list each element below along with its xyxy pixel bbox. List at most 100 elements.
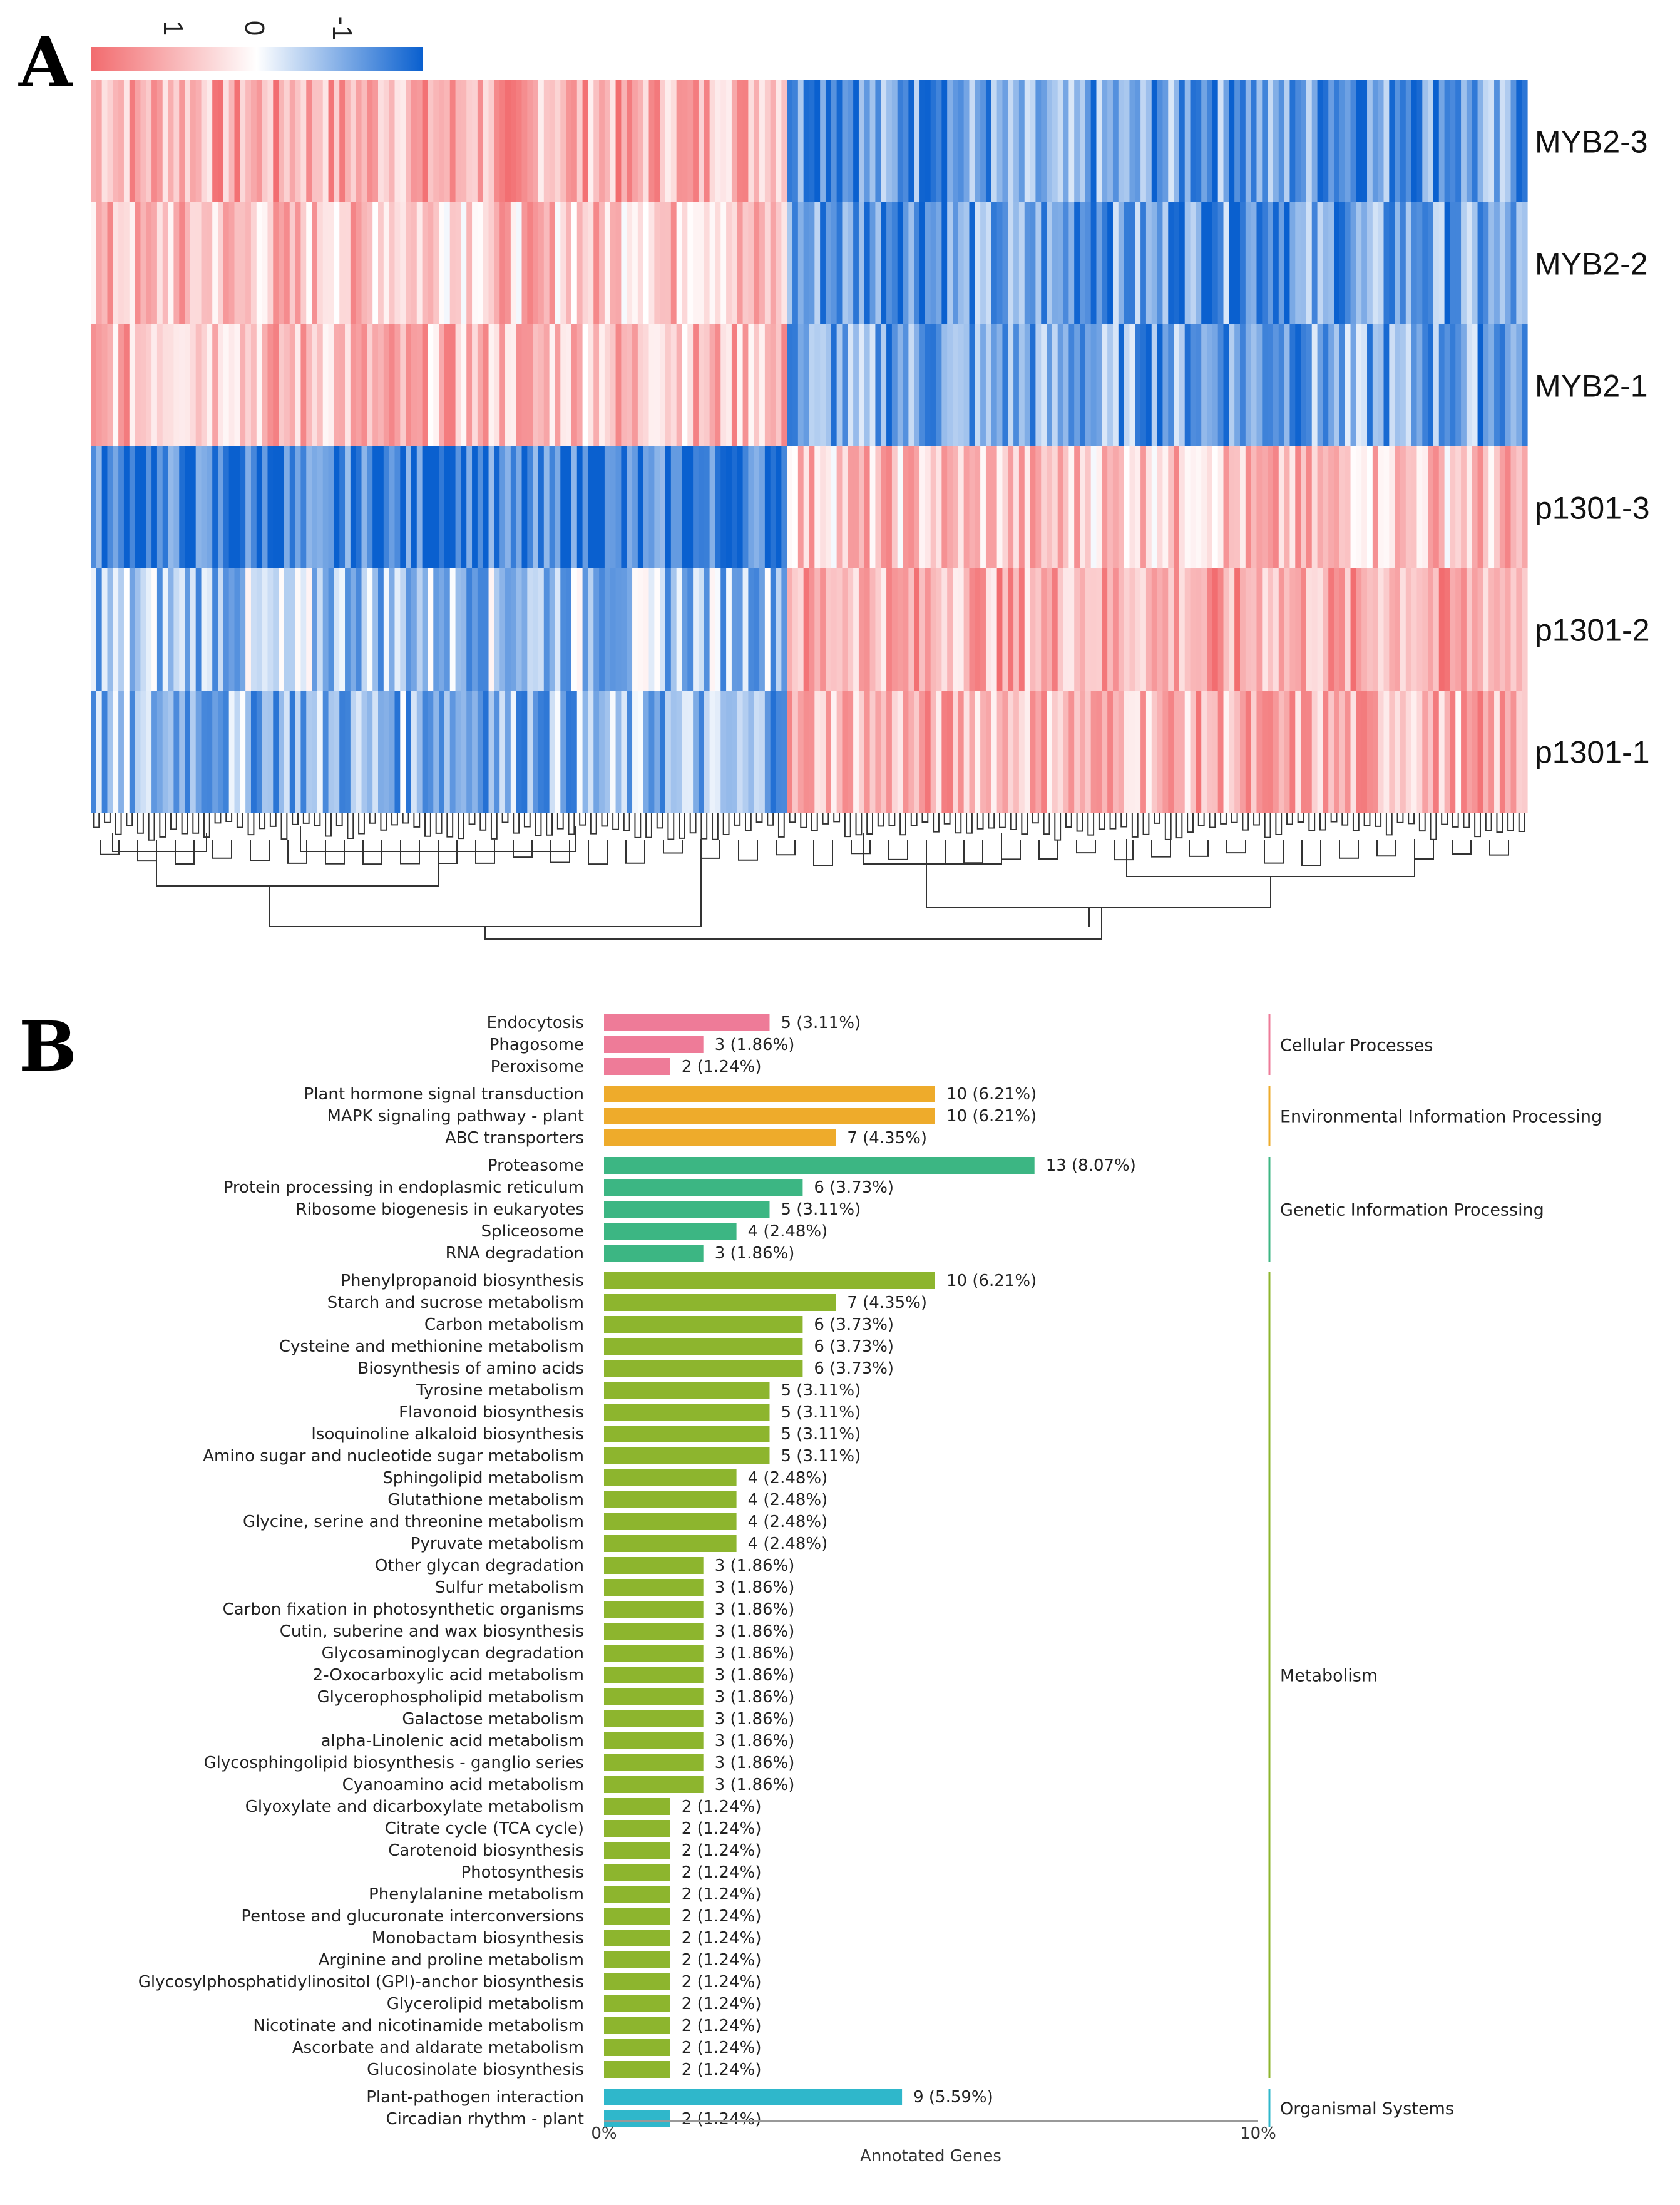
heatmap-cell bbox=[1152, 568, 1157, 691]
heatmap-cell bbox=[1367, 691, 1373, 813]
dendrogram-branch bbox=[1264, 840, 1283, 863]
heatmap-cell bbox=[870, 324, 876, 446]
heatmap-cell bbox=[1356, 691, 1361, 813]
heatmap-cell bbox=[621, 202, 627, 324]
bar-value-label: 9 (5.59%) bbox=[913, 2088, 993, 2107]
heatmap-cell bbox=[190, 568, 196, 691]
dendrogram-branch bbox=[1276, 813, 1281, 835]
bar-value-label: 7 (4.35%) bbox=[847, 1129, 927, 1148]
dendrogram-branch bbox=[945, 813, 950, 824]
heatmap-cell bbox=[273, 202, 279, 324]
heatmap-cell bbox=[1339, 446, 1345, 568]
heatmap-cell bbox=[1196, 80, 1201, 202]
heatmap-cell bbox=[516, 446, 522, 568]
heatmap-cell bbox=[1295, 691, 1301, 813]
heatmap-cell bbox=[284, 80, 290, 202]
heatmap-cell bbox=[113, 324, 118, 446]
dendrogram-branch bbox=[1365, 813, 1370, 826]
heatmap-cell bbox=[157, 80, 163, 202]
heatmap-cell bbox=[1174, 202, 1179, 324]
bar-category-label: Arginine and proline metabolism bbox=[319, 1951, 584, 1970]
heatmap-cell bbox=[1351, 202, 1356, 324]
heatmap-cell bbox=[107, 202, 113, 324]
heatmap-cell bbox=[1085, 568, 1091, 691]
bar-row: Pyruvate metabolism 4 (2.48%) bbox=[411, 1534, 828, 1553]
heatmap-cell bbox=[345, 568, 351, 691]
heatmap-row-label: p1301-3 bbox=[1535, 491, 1650, 526]
heatmap-cell bbox=[317, 691, 323, 813]
heatmap-cell bbox=[1191, 446, 1196, 568]
heatmap-cell bbox=[1450, 324, 1455, 446]
heatmap-cell bbox=[1500, 202, 1505, 324]
heatmap-cell bbox=[356, 446, 362, 568]
heatmap-cell bbox=[483, 324, 489, 446]
heatmap-cell bbox=[102, 80, 108, 202]
heatmap-cell bbox=[300, 691, 306, 813]
heatmap-cell bbox=[472, 446, 478, 568]
heatmap-cell bbox=[323, 568, 329, 691]
heatmap-cell bbox=[157, 202, 163, 324]
heatmap-cell bbox=[411, 446, 417, 568]
heatmap-cell bbox=[267, 568, 273, 691]
heatmap-cell bbox=[1289, 446, 1295, 568]
heatmap-cell bbox=[527, 80, 533, 202]
heatmap-cell bbox=[367, 691, 372, 813]
heatmap-cell bbox=[372, 446, 378, 568]
heatmap-cell bbox=[964, 691, 970, 813]
heatmap-cell bbox=[378, 324, 384, 446]
heatmap-cell bbox=[743, 568, 749, 691]
heatmap-cell bbox=[853, 202, 859, 324]
heatmap-cell bbox=[218, 202, 223, 324]
heatmap-cell bbox=[1295, 80, 1301, 202]
dendrogram-branch bbox=[776, 840, 795, 855]
heatmap-cell bbox=[886, 202, 892, 324]
heatmap-cell bbox=[898, 691, 903, 813]
heatmap-cell bbox=[583, 691, 588, 813]
heatmap-cell bbox=[1168, 80, 1174, 202]
heatmap-cell bbox=[235, 691, 240, 813]
dendrogram-branch bbox=[1408, 813, 1414, 823]
dendrogram-branch bbox=[1114, 840, 1133, 860]
heatmap-cell bbox=[1002, 202, 1008, 324]
heatmap-cell bbox=[1445, 691, 1450, 813]
heatmap-cell bbox=[1306, 691, 1312, 813]
heatmap-cell bbox=[1422, 324, 1428, 446]
heatmap-cell bbox=[1262, 80, 1268, 202]
bar-value-label: 3 (1.86%) bbox=[715, 1036, 795, 1054]
heatmap-cell bbox=[1129, 324, 1135, 446]
heatmap-cell bbox=[489, 324, 494, 446]
heatmap-cell bbox=[290, 80, 295, 202]
heatmap-cell bbox=[1450, 80, 1455, 202]
heatmap-cell bbox=[295, 446, 301, 568]
bar-row: Starch and sucrose metabolism 7 (4.35%) bbox=[327, 1293, 927, 1312]
heatmap-cell bbox=[1301, 80, 1306, 202]
heatmap-cell bbox=[489, 202, 494, 324]
heatmap-cell bbox=[1422, 80, 1428, 202]
heatmap-cell bbox=[710, 324, 715, 446]
heatmap-cell bbox=[969, 80, 975, 202]
heatmap-cell bbox=[627, 324, 632, 446]
heatmap-cell bbox=[384, 324, 389, 446]
heatmap-cell bbox=[864, 80, 870, 202]
heatmap-cell bbox=[251, 446, 257, 568]
heatmap-cell bbox=[1328, 80, 1334, 202]
heatmap-cell bbox=[107, 691, 113, 813]
heatmap-cell bbox=[991, 80, 997, 202]
dendrogram-branch bbox=[325, 813, 331, 836]
heatmap-cell bbox=[1400, 324, 1406, 446]
heatmap-cell bbox=[550, 80, 555, 202]
dendrogram-branch bbox=[1000, 813, 1005, 828]
heatmap-cell bbox=[1080, 568, 1085, 691]
heatmap-cell bbox=[1179, 568, 1185, 691]
heatmap-cell bbox=[925, 324, 931, 446]
heatmap-cell bbox=[771, 691, 776, 813]
heatmap-cell bbox=[632, 324, 638, 446]
heatmap-cell bbox=[533, 324, 538, 446]
heatmap-cell bbox=[1124, 202, 1130, 324]
heatmap-cell bbox=[140, 80, 146, 202]
heatmap-cell bbox=[1262, 446, 1268, 568]
heatmap-cell bbox=[837, 80, 843, 202]
heatmap-cell bbox=[240, 446, 245, 568]
heatmap-cell bbox=[1433, 202, 1439, 324]
heatmap-cell bbox=[1162, 568, 1168, 691]
